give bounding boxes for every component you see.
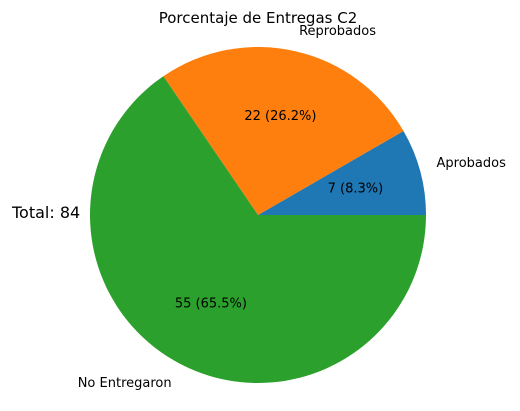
slice-labels: 7 (8.3%) Aprobados 22 (26.2%) Reprobados 55 … bbox=[78, 24, 506, 391]
slice-category-label: Reprobados bbox=[299, 24, 376, 39]
slice-category-label: Aprobados bbox=[437, 156, 507, 171]
pie-slices bbox=[89, 46, 426, 383]
slice-category-label: No Entregaron bbox=[78, 376, 172, 391]
chart-title: Porcentaje de Entregas C2 bbox=[159, 9, 358, 27]
pie-slice-reprobados bbox=[163, 46, 404, 216]
pie-slice-no-entregaron bbox=[89, 76, 426, 383]
slice-value-label: 22 (26.2%) bbox=[244, 109, 316, 124]
pie-slice-aprobados bbox=[258, 131, 426, 215]
total-label: Total: 84 bbox=[11, 203, 80, 222]
slice-value-label: 55 (65.5%) bbox=[175, 297, 247, 312]
slice-value-label: 7 (8.3%) bbox=[328, 181, 384, 196]
